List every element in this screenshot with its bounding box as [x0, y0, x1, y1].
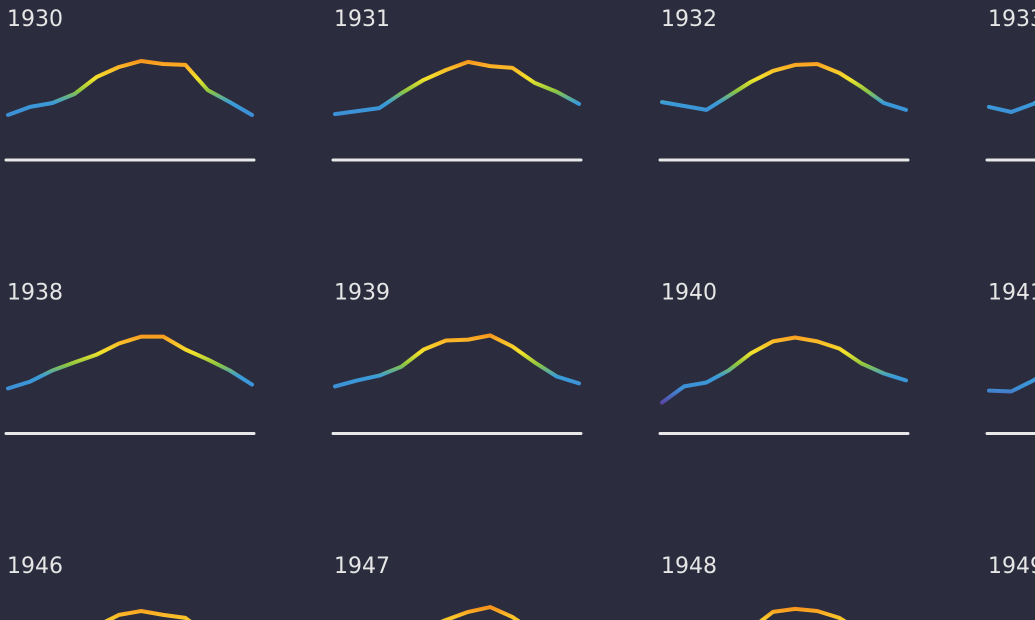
- panel-title: 1938: [7, 281, 63, 306]
- temperature-line: [104, 609, 192, 620]
- temperature-line: [660, 62, 908, 112]
- temperature-line: [6, 59, 254, 117]
- panel-title: 1931: [334, 7, 390, 32]
- panel-title: 1947: [334, 554, 390, 579]
- temperature-line: [333, 333, 581, 389]
- temperature-line: [6, 334, 254, 391]
- panel-title: 1946: [7, 554, 63, 579]
- temperature-line: [660, 335, 908, 405]
- panel-title: 1948: [661, 554, 717, 579]
- panel-title: 1932: [661, 7, 717, 32]
- temperature-line: [333, 59, 581, 117]
- temperature-line: [987, 100, 1035, 114]
- temperature-line: [989, 611, 1035, 620]
- temperature-line: [440, 605, 521, 620]
- panel-title: 1940: [661, 281, 717, 306]
- panel-title: 1939: [334, 281, 390, 306]
- temperature-line: [987, 377, 1035, 394]
- panel-title: 1949: [988, 554, 1035, 579]
- panel-title: 1933: [988, 7, 1035, 32]
- temperature-line: [759, 606, 847, 620]
- panel-title: 1930: [7, 7, 63, 32]
